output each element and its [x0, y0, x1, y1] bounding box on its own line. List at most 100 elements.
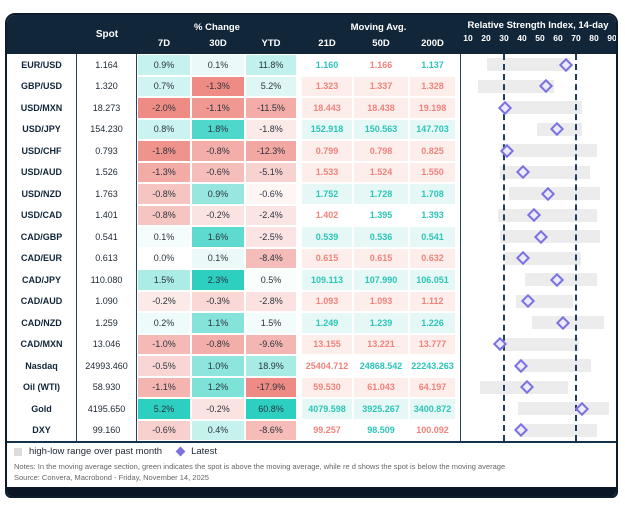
spot-value: 1.320: [77, 75, 137, 97]
rsi-axis-tick: 60: [553, 33, 563, 43]
rsi-range-bar: [505, 101, 583, 114]
pct-change-cell: 1.5%: [137, 269, 191, 291]
rsi-cell: [460, 333, 616, 355]
pct-change-cell: -0.6%: [191, 161, 245, 183]
pct-change-cell: 1.0%: [191, 355, 245, 377]
pair-name: DXY: [7, 419, 77, 441]
fx-dashboard-panel: Spot % Change 7D 30D YTD Moving Avg. 21D…: [5, 13, 618, 498]
pct-change-cell: 1.5%: [245, 312, 297, 334]
legend-range-label: high-low range over past month: [29, 446, 163, 457]
pct-change-cell: -1.1%: [137, 376, 191, 398]
moving-avg-value: 109.113: [301, 269, 353, 291]
col-header-21d: 21D: [318, 38, 336, 49]
moving-avg-value: 1.093: [301, 290, 353, 312]
col-header-50d: 50D: [372, 38, 390, 49]
rsi-group-label: Relative Strength Index, 14-day: [467, 20, 609, 31]
rsi-cell: [460, 355, 616, 377]
rsi-cell: [460, 247, 616, 269]
table-row: CAD/EUR 0.613 0.0% 0.1% -8.4% 0.615 0.615 0.632: [7, 247, 616, 269]
notes-line: Notes: In the moving average section, gr…: [14, 462, 506, 471]
rsi-cell: [460, 419, 616, 441]
pct-change-cell: 0.0%: [137, 247, 191, 269]
rsi-cell: [460, 269, 616, 291]
pct-change-cell: -0.5%: [137, 355, 191, 377]
pct-change-cell: 0.1%: [191, 247, 245, 269]
table-row: Gold 4195.650 5.2% -0.2% 60.8% 4079.598 3925.2…: [7, 398, 616, 420]
legend-latest-label: Latest: [191, 446, 217, 457]
moving-avg-value: 147.703: [409, 118, 456, 140]
moving-avg-value: 152.918: [301, 118, 353, 140]
moving-avg-value: 13.221: [353, 333, 409, 355]
pct-change-cell: -9.6%: [245, 333, 297, 355]
pct-change-cell: -1.8%: [245, 118, 297, 140]
rsi-axis-tick: 80: [589, 33, 599, 43]
moving-avg-value: 13.155: [301, 333, 353, 355]
rsi-range-bar: [517, 402, 610, 415]
moving-avg-value: 100.092: [409, 419, 456, 441]
moving-avg-value: 0.541: [409, 226, 456, 248]
spot-value: 0.613: [77, 247, 137, 269]
moving-avg-value: 150.563: [353, 118, 409, 140]
rsi-cell: [460, 97, 616, 119]
spot-value: 1.090: [77, 290, 137, 312]
moving-avg-value: 19.198: [409, 97, 456, 119]
rsi-group-header: Relative Strength Index, 14-day 10 20 30 40…: [460, 15, 616, 54]
pct-change-cell: 5.2%: [137, 398, 191, 420]
moving-avg-value: 1.239: [353, 312, 409, 334]
pct-change-cell: -0.8%: [137, 183, 191, 205]
moving-avg-value: 0.632: [409, 247, 456, 269]
rsi-axis-tick: 10: [463, 33, 473, 43]
moving-avg-value: 24868.542: [353, 355, 409, 377]
pair-name: USD/CAD: [7, 204, 77, 226]
spot-value: 0.541: [77, 226, 137, 248]
rsi-axis-tick: 40: [517, 33, 527, 43]
moving-avg-value: 3400.872: [409, 398, 456, 420]
pct-change-cell: -1.3%: [137, 161, 191, 183]
moving-avg-value: 1.393: [409, 204, 456, 226]
spot-value: 1.259: [77, 312, 137, 334]
pct-change-group-header: % Change 7D 30D YTD: [137, 15, 297, 54]
pct-change-cell: -8.6%: [245, 419, 297, 441]
pair-name: Gold: [7, 398, 77, 420]
pct-change-cell: -1.8%: [137, 140, 191, 162]
moving-avg-value: 1.752: [301, 183, 353, 205]
pct-change-cell: 5.2%: [245, 75, 297, 97]
rsi-range-bar: [499, 230, 601, 243]
pct-change-cell: -2.4%: [245, 204, 297, 226]
pair-name: CAD/JPY: [7, 269, 77, 291]
rsi-range-bar: [499, 165, 590, 179]
table-row: Nasdaq 24993.460 -0.5% 1.0% 18.9% 25404.712 24…: [7, 355, 616, 377]
moving-avg-value: 1.112: [409, 290, 456, 312]
pct-change-cell: -0.2%: [191, 204, 245, 226]
rsi-axis: 10 20 30 40 50 60 70 80 90: [460, 31, 616, 54]
table-row: USD/NZD 1.763 -0.8% 0.9% -0.6% 1.752 1.728 1.70…: [7, 183, 616, 205]
pair-name: CAD/NZD: [7, 312, 77, 334]
rsi-axis-tick: 90: [607, 33, 617, 43]
moving-avg-value: 1.166: [353, 54, 409, 76]
latest-diamond-icon: [175, 446, 186, 457]
pct-change-cell: -2.8%: [245, 290, 297, 312]
rsi-range-bar: [517, 359, 592, 372]
table-row: USD/CAD 1.401 -0.8% -0.2% -2.4% 1.402 1.395 1.3…: [7, 204, 616, 226]
pct-change-cell: 0.4%: [191, 419, 245, 441]
moving-avg-value: 0.798: [353, 140, 409, 162]
range-swatch-icon: [14, 447, 22, 456]
spot-column-header: Spot: [95, 29, 119, 40]
pair-name: CAD/MXN: [7, 333, 77, 355]
col-header-30d: 30D: [209, 38, 227, 49]
rsi-cell: [460, 54, 616, 76]
instrument-column-header: [7, 15, 77, 54]
moving-avg-value: 1.226: [409, 312, 456, 334]
moving-avg-value: 1.137: [409, 54, 456, 76]
moving-avg-group-header: Moving Avg. 21D 50D 200D: [301, 15, 456, 54]
pair-name: USD/CHF: [7, 140, 77, 162]
pct-change-cell: -2.0%: [137, 97, 191, 119]
moving-avg-value: 1.328: [409, 75, 456, 97]
table-row: EUR/USD 1.164 0.9% 0.1% 11.8% 1.160 1.166 1.137: [7, 54, 616, 76]
rsi-range-bar: [501, 144, 597, 157]
moving-avg-value: 0.615: [353, 247, 409, 269]
pct-change-cell: -0.8%: [191, 333, 245, 355]
pct-change-cell: 0.7%: [137, 75, 191, 97]
pct-change-cell: -0.6%: [245, 183, 297, 205]
pair-name: USD/AUD: [7, 161, 77, 183]
